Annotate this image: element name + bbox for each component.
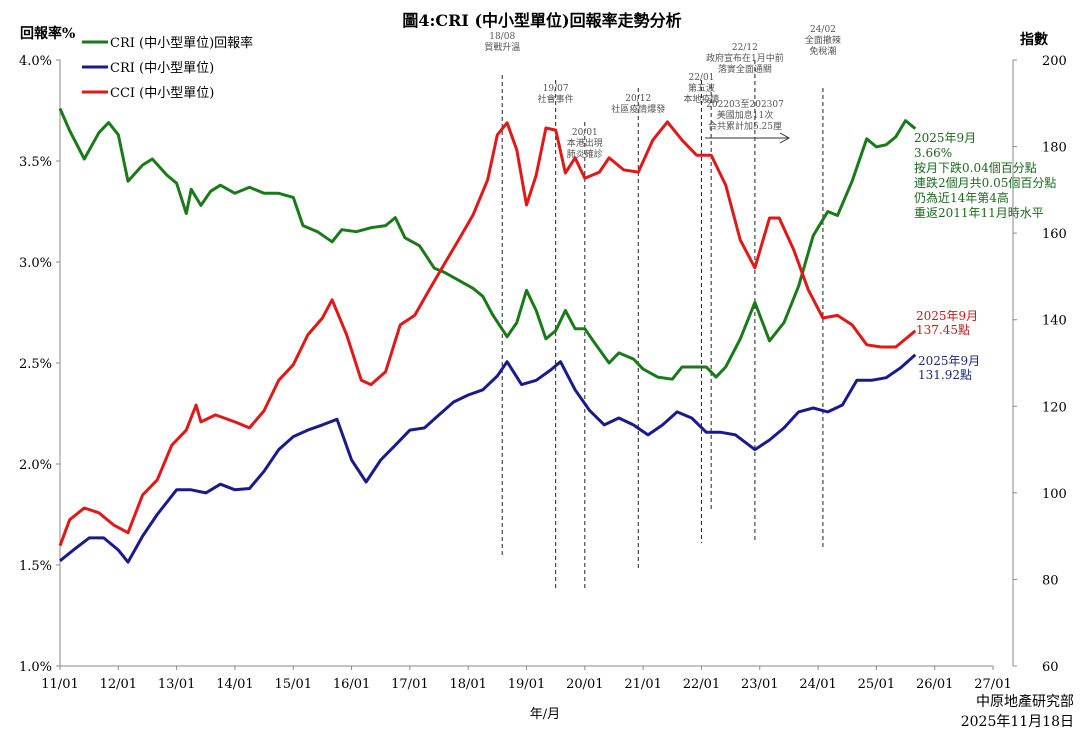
event-label: 本地疫情 <box>683 93 719 105</box>
rate-hike-note: 202203至202307 <box>706 99 784 110</box>
event-label: 社會事件 <box>538 93 574 105</box>
event-label: 本港出現 <box>567 137 603 149</box>
arrow-head-icon <box>779 132 791 144</box>
x-tick-label: 14/01 <box>216 677 253 692</box>
left-tick-label: 2.5% <box>19 357 52 372</box>
x-axis-label: 年/月 <box>530 707 560 722</box>
right-tick-label: 160 <box>1042 227 1067 242</box>
event-label: 社區疫情爆發 <box>611 103 665 115</box>
x-tick-label: 17/01 <box>391 677 428 692</box>
event-label: 22/01 <box>688 73 714 83</box>
source-date: 2025年11月18日 <box>961 714 1074 730</box>
series-line <box>59 353 917 564</box>
blue-annotation: 2025年9月 <box>918 354 980 368</box>
rate-hike-note: 合共累計加5.25厘 <box>708 120 782 132</box>
right-tick-label: 180 <box>1042 141 1067 156</box>
x-tick-label: 27/01 <box>974 677 1011 692</box>
x-tick-label: 11/01 <box>41 677 78 692</box>
left-axis-label: 回報率% <box>20 25 75 42</box>
x-tick-label: 12/01 <box>100 677 137 692</box>
right-tick-label: 100 <box>1042 487 1067 502</box>
event-label: 貿戰升溫 <box>484 41 520 53</box>
legend-label: CRI (中小型單位)回報率 <box>110 35 253 51</box>
right-tick-label: 200 <box>1042 54 1067 69</box>
event-label: 全面撤辣 <box>805 34 841 46</box>
x-tick-label: 25/01 <box>858 677 895 692</box>
legend-label: CRI (中小型單位) <box>110 61 214 76</box>
right-tick-label: 120 <box>1042 400 1067 415</box>
left-tick-label: 3.0% <box>19 256 52 271</box>
rate-hike-note: 美國加息11次 <box>717 109 773 121</box>
left-tick-label: 3.5% <box>19 155 52 170</box>
right-tick-label: 140 <box>1042 314 1067 329</box>
x-tick-label: 22/01 <box>683 677 720 692</box>
source-name: 中原地產研究部 <box>976 693 1074 710</box>
green-annotation: 仍為近14年第4高 <box>914 190 1009 205</box>
x-tick-label: 15/01 <box>275 677 312 692</box>
x-tick-label: 19/01 <box>508 677 545 692</box>
x-tick-label: 18/01 <box>449 677 486 692</box>
x-tick-label: 23/01 <box>741 677 778 692</box>
event-label: 政府宣布在1月中前 <box>706 52 784 64</box>
right-tick-label: 60 <box>1042 660 1059 675</box>
green-annotation: 2025年9月 <box>914 131 976 145</box>
x-tick-label: 16/01 <box>333 677 370 692</box>
blue-annotation: 131.92點 <box>918 368 972 382</box>
x-tick-label: 13/01 <box>158 677 195 692</box>
x-tick-label: 26/01 <box>916 677 953 692</box>
right-axis-label: 指數 <box>1020 31 1048 48</box>
event-label: 第五波 <box>688 82 715 94</box>
event-label: 20/12 <box>625 94 651 104</box>
event-label: 免稅潮 <box>809 45 836 57</box>
series-line <box>58 107 917 381</box>
event-label: 19/07 <box>543 84 569 94</box>
event-label: 落實全面通關 <box>718 63 772 75</box>
left-tick-label: 1.0% <box>19 660 52 675</box>
right-tick-label: 80 <box>1042 573 1059 588</box>
chart-title: 圖4:CRI (中小型單位)回報率走勢分析 <box>402 11 681 30</box>
x-tick-label: 20/01 <box>566 677 603 692</box>
green-annotation: 連跌2個月共0.05個百分點 <box>914 175 1056 190</box>
left-tick-label: 1.5% <box>19 559 52 574</box>
event-label: 22/12 <box>732 43 758 53</box>
event-label: 肺炎確診 <box>567 148 603 160</box>
red-annotation: 137.45點 <box>916 323 970 337</box>
green-annotation: 重返2011年11月時水平 <box>914 206 1044 220</box>
x-tick-label: 24/01 <box>799 677 836 692</box>
legend-label: CCI (中小型單位) <box>110 86 214 101</box>
event-label: 20/01 <box>572 128 598 138</box>
red-annotation: 2025年9月 <box>916 309 978 323</box>
series-line <box>58 120 917 547</box>
x-tick-label: 21/01 <box>624 677 661 692</box>
left-tick-label: 4.0% <box>19 54 52 69</box>
event-label: 24/02 <box>810 25 836 35</box>
green-annotation: 3.66% <box>914 146 952 160</box>
event-label: 18/08 <box>489 32 515 42</box>
left-tick-label: 2.0% <box>19 458 52 473</box>
green-annotation: 按月下跌0.04個百分點 <box>914 160 1037 175</box>
